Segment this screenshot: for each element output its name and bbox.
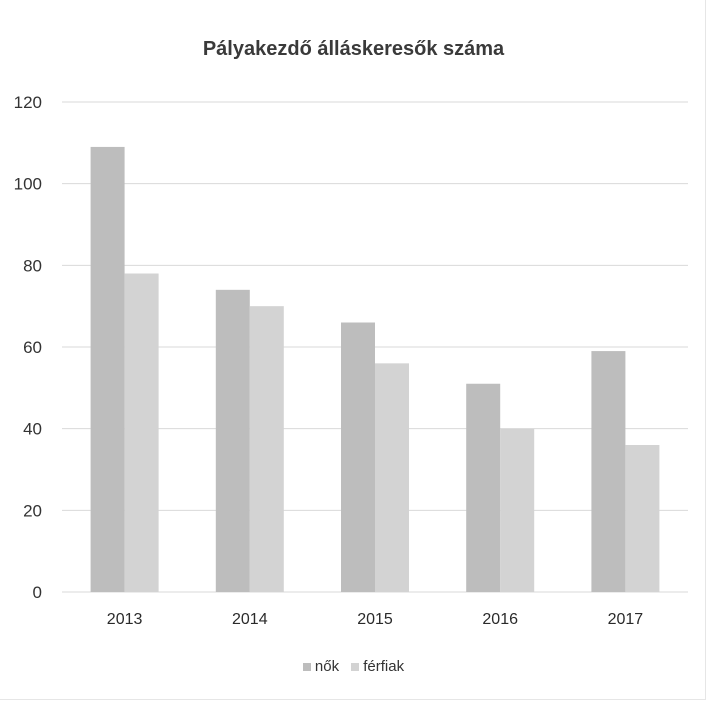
bar-2015-series-2: [375, 363, 409, 592]
bar-2013-series-2: [124, 273, 159, 592]
y-tick-label: 80: [23, 256, 42, 275]
legend-swatch-series-1: [302, 663, 311, 672]
legend-item-series-2: férfiak: [351, 658, 404, 675]
bar-2013-series-1: [90, 146, 125, 592]
y-tick-label: 120: [14, 93, 42, 112]
legend-item-series-1: nők: [302, 658, 340, 675]
bar-2017-series-1: [591, 351, 626, 592]
bar-2014-series-2: [249, 306, 284, 592]
x-category-label: 2014: [232, 611, 268, 628]
chart-title: Pályakezdő álláskeresők száma: [202, 38, 505, 60]
x-category-label: 2013: [107, 611, 143, 628]
x-category-label: 2015: [357, 611, 393, 628]
y-tick-label: 20: [23, 501, 42, 520]
legend-label-series-2: férfiak: [363, 658, 405, 675]
bar-2016-series-1: [466, 383, 501, 592]
bar-2014-series-1: [215, 289, 250, 592]
bar-2015-series-1: [341, 322, 375, 592]
legend: nők férfiak: [0, 658, 707, 675]
y-tick-label: 40: [23, 420, 42, 439]
bar-2016-series-2: [500, 428, 535, 592]
legend-label-series-1: nők: [314, 658, 340, 675]
y-tick-label: 60: [23, 338, 42, 357]
legend-swatch-series-2: [351, 663, 360, 672]
bar-2017-series-2: [625, 445, 660, 592]
x-category-label: 2016: [482, 611, 518, 628]
x-category-label: 2017: [608, 611, 644, 628]
y-tick-label: 0: [33, 583, 42, 602]
y-tick-label: 100: [14, 175, 42, 194]
